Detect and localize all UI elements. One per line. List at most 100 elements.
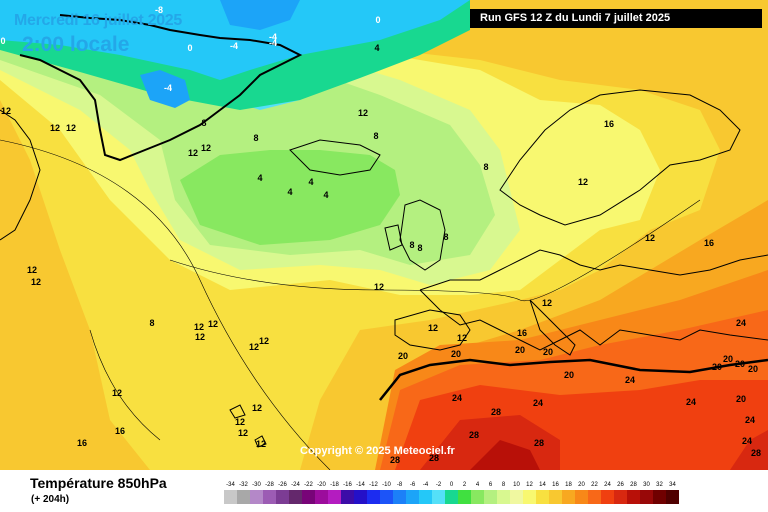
legend-tick-label: 10: [513, 482, 520, 488]
legend-tick-label: -28: [265, 482, 274, 488]
legend-tick-label: -12: [369, 482, 378, 488]
legend-swatch: [276, 490, 289, 504]
legend-tick-label: -10: [382, 482, 391, 488]
legend-swatch: [263, 490, 276, 504]
legend-swatch: [380, 490, 393, 504]
legend-swatch: [367, 490, 380, 504]
legend-tick-label: 28: [630, 482, 637, 488]
isotherm-label: 24: [625, 375, 635, 385]
isotherm-label: 8: [373, 131, 378, 141]
legend-tick-label: -8: [397, 482, 403, 488]
isotherm-label: -4: [269, 32, 277, 42]
legend-swatch: [588, 490, 601, 504]
isotherm-label: 8: [409, 240, 414, 250]
isotherm-line: [0, 139, 331, 470]
legend-tick-label: -6: [410, 482, 416, 488]
legend-tick-label: -34: [226, 482, 235, 488]
legend-swatch: [458, 490, 471, 504]
iceland-coast: [289, 139, 381, 176]
legend-swatch: [406, 490, 419, 504]
isotherm-label: 24: [533, 398, 543, 408]
legend-tick-label: 30: [643, 482, 650, 488]
isotherm-label: 12: [66, 123, 76, 133]
legend-swatch: [302, 490, 315, 504]
color-legend: -34 -32 -30 -28 -26 -24 -22 -20 -18 -16 -14 -12 -10-…: [224, 482, 679, 504]
isotherm-label: 20: [564, 370, 574, 380]
azores-islands: [229, 404, 267, 448]
legend-swatch: [653, 490, 666, 504]
isotherm-label: 20: [736, 394, 746, 404]
isotherm-label: 12: [249, 342, 259, 352]
legend-swatch: [341, 490, 354, 504]
legend-swatch: [536, 490, 549, 504]
footer-subtitle: (+ 204h): [31, 494, 70, 505]
isotherm-label: 28: [534, 438, 544, 448]
legend-swatch: [432, 490, 445, 504]
legend-tick-label: 2: [463, 482, 467, 488]
legend-tick-label: 32: [656, 482, 663, 488]
legend-tick-label: -24: [291, 482, 300, 488]
isotherm-label: 20: [451, 349, 461, 359]
isotherm-label: -4: [269, 38, 277, 48]
isotherm-label: 8: [417, 243, 422, 253]
isotherm-label: -4: [164, 83, 172, 93]
legend-tick-label: 34: [669, 482, 676, 488]
isotherm-label: 12: [1, 106, 11, 116]
isotherm-label: 12: [201, 143, 211, 153]
isotherm-label: 24: [686, 397, 696, 407]
isotherm-label: 20: [543, 347, 553, 357]
legend-tick-label: 14: [539, 482, 546, 488]
legend-swatch: [419, 490, 432, 504]
isotherm-label: 20: [398, 351, 408, 361]
isotherm-label: 24: [736, 318, 746, 328]
isotherm-label: 12: [31, 277, 41, 287]
british-isles-coast: [399, 199, 446, 271]
isotherm-label: 16: [704, 238, 714, 248]
greenland-coast: [19, 14, 303, 162]
isotherm-label: 16: [115, 426, 125, 436]
legend-tick-label: 6: [489, 482, 493, 488]
scandinavia-coast: [499, 89, 741, 226]
legend-swatch: [497, 490, 510, 504]
isotherm-label: 12: [645, 233, 655, 243]
isotherm-label: 20: [712, 362, 722, 372]
isotherm-label: 12: [195, 332, 205, 342]
legend-swatch: [289, 490, 302, 504]
legend-tick-label: -32: [239, 482, 248, 488]
legend-tick-label: 18: [565, 482, 572, 488]
legend-tick-label: 24: [604, 482, 611, 488]
isotherm-label: 12: [50, 123, 60, 133]
legend-tick-label: -22: [304, 482, 313, 488]
isotherm-label: 24: [452, 393, 462, 403]
legend-tick-label: -30: [252, 482, 261, 488]
legend-swatch: [471, 490, 484, 504]
legend-swatch: [523, 490, 536, 504]
legend-tick-label: 20: [578, 482, 585, 488]
italy-coast: [529, 299, 576, 356]
isotherm-label: 16: [517, 328, 527, 338]
isotherm-label: 12: [194, 322, 204, 332]
isotherm-label: 28: [429, 453, 439, 463]
legend-swatch: [601, 490, 614, 504]
isotherm-label: 12: [238, 428, 248, 438]
legend-swatch: [315, 490, 328, 504]
isotherm-label: 4: [308, 177, 313, 187]
isotherm-label: 12: [578, 177, 588, 187]
isotherm-label: 8: [149, 318, 154, 328]
isotherm-label: 4: [323, 190, 328, 200]
legend-swatch: [640, 490, 653, 504]
legend-swatch: [666, 490, 679, 504]
legend-tick-label: -16: [343, 482, 352, 488]
isotherm-label: 12: [358, 108, 368, 118]
isotherm-label: 12: [112, 388, 122, 398]
zone-very-cold: [140, 70, 190, 108]
legend-swatch: [445, 490, 458, 504]
isotherm-label: 0: [0, 36, 5, 46]
legend-swatch: [562, 490, 575, 504]
legend-tick-label: -4: [423, 482, 429, 488]
isotherm-label: 8: [253, 133, 258, 143]
legend-tick-label: 26: [617, 482, 624, 488]
isotherm-label: 4: [257, 173, 262, 183]
legend-swatch: [250, 490, 263, 504]
isotherm-label: 12: [374, 282, 384, 292]
